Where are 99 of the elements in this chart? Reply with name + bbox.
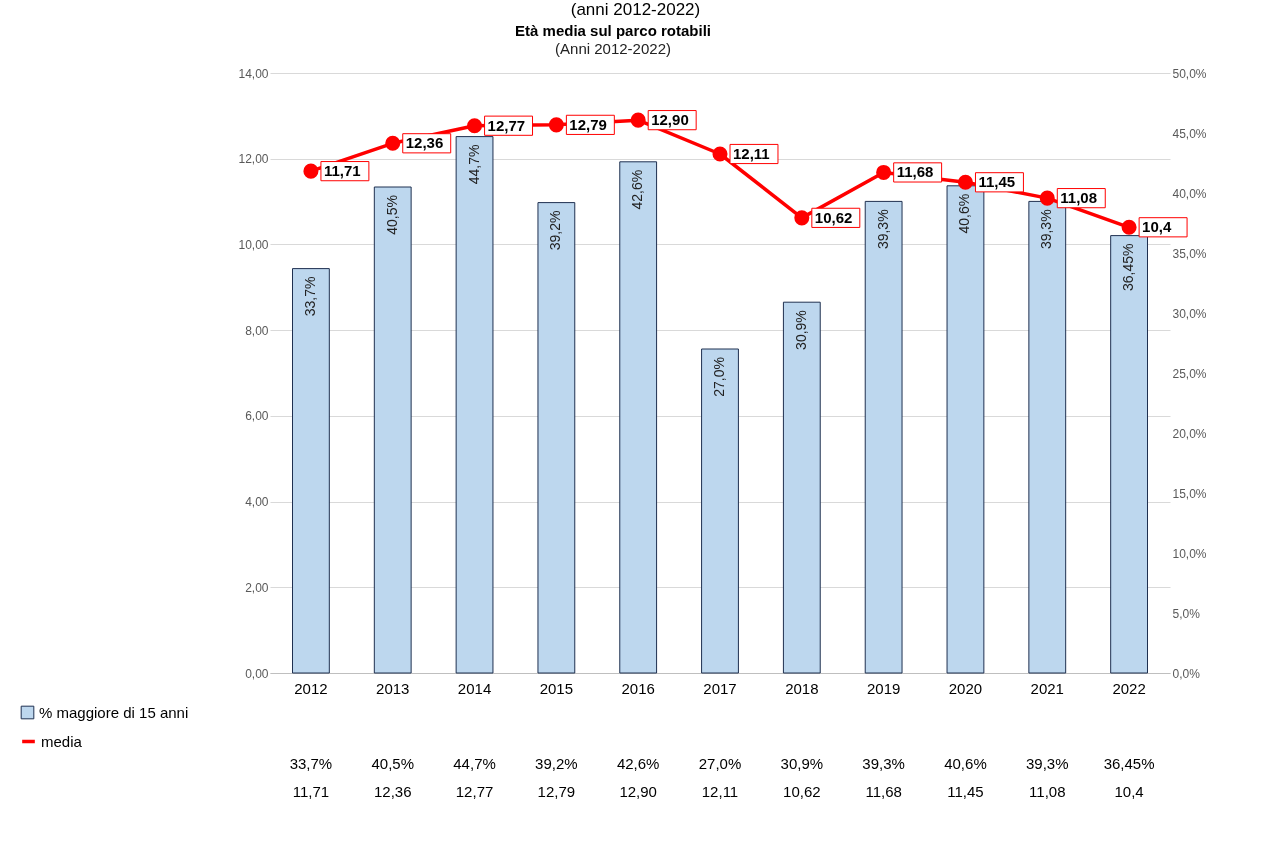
text: 12,36 (405, 134, 444, 152)
bar (373, 186, 412, 674)
text: 39,3% (874, 209, 891, 250)
data-label: 44,7% (453, 755, 496, 772)
text: 11,45 (978, 173, 1016, 191)
y2-tick-label: 25,0% (1172, 366, 1207, 381)
data-label: 12,77 (455, 783, 494, 800)
x-tick-label: 2019 (866, 679, 901, 697)
point (1121, 219, 1137, 235)
x-tick-label: 2016 (621, 679, 655, 697)
text: (anni 2012-2022) (569, 0, 702, 20)
x-tick-label: 2017 (703, 679, 737, 697)
data-label: 10,62 (783, 783, 821, 800)
y2-tick-label: 5,0% (1172, 606, 1201, 621)
y-tick-label: 2,00 (245, 580, 269, 595)
text: 40,6% (956, 193, 973, 234)
text: 40,5% (383, 195, 400, 235)
data-label: 42,6% (616, 755, 660, 772)
data-label: 12,90 (619, 783, 657, 800)
legend-label: media (41, 732, 83, 750)
point (957, 174, 973, 190)
data-label: 36,45% (1103, 755, 1155, 772)
data-label: 39,3% (862, 755, 905, 772)
text: 44,7% (465, 144, 482, 185)
y-tick-label: 0,00 (245, 666, 269, 681)
y-tick-label: 8,00 (245, 323, 269, 338)
y2-tick-label: 45,0% (1172, 126, 1207, 141)
data-label: 30,9% (780, 755, 824, 772)
text: 27,0% (711, 357, 727, 397)
y2-tick-label: 10,0% (1172, 546, 1207, 561)
y2-tick-label: 50,0% (1172, 66, 1207, 81)
x-tick-label: 2014 (457, 679, 492, 697)
text: 12,79 (569, 115, 607, 133)
text: 39,2% (547, 210, 564, 251)
point (630, 112, 646, 128)
bar (455, 136, 494, 674)
data-label: 40,6% (944, 755, 987, 772)
y-tick-label: 6,00 (245, 409, 269, 424)
y2-tick-label: 20,0% (1172, 426, 1207, 441)
y-tick-label: 10,00 (238, 237, 269, 252)
text: 36,45% (1120, 243, 1137, 292)
bar (701, 348, 739, 674)
data-label: 11,71 (292, 783, 330, 800)
bar (1110, 235, 1148, 674)
x-tick-label: 2012 (294, 679, 328, 697)
point (876, 164, 892, 180)
data-label: 11,68 (865, 783, 902, 800)
y-tick-label: 14,00 (238, 66, 269, 81)
chart-title: Età media sul parco rotabili (515, 22, 711, 39)
point (303, 163, 319, 179)
data-label: 12,36 (373, 783, 412, 800)
text: 11,08 (1060, 189, 1097, 207)
x-tick-label: 2018 (785, 679, 819, 697)
y-tick-label: 4,00 (245, 495, 269, 510)
x-tick-label: 2020 (948, 679, 983, 697)
y2-tick-label: 30,0% (1172, 306, 1207, 321)
text: 12,11 (733, 145, 770, 162)
data-label: 27,0% (698, 755, 742, 772)
bar (864, 200, 903, 674)
data-label: 39,2% (535, 755, 578, 772)
bar (619, 161, 658, 674)
x-tick-label: 2022 (1112, 679, 1146, 697)
bar (537, 202, 576, 674)
bar (782, 301, 821, 674)
point (794, 210, 810, 226)
text: 42,6% (629, 169, 646, 210)
y2-tick-label: 15,0% (1172, 486, 1207, 501)
chart-subtitle: (Anni 2012-2022) (555, 40, 671, 57)
text: 11,68 (896, 163, 934, 181)
data-label: 11,08 (1029, 783, 1066, 800)
x-tick-label: 2015 (539, 679, 574, 697)
text: 33,7% (301, 276, 318, 317)
point (385, 135, 401, 151)
text: 10,62 (814, 208, 853, 226)
point (1039, 190, 1055, 206)
text: 10,4 (1142, 218, 1172, 236)
text: 30,9% (792, 310, 809, 350)
point (548, 117, 564, 133)
y2-tick-label: 40,0% (1172, 186, 1207, 201)
data-label: 12,79 (537, 783, 576, 800)
text: 11,71 (323, 162, 361, 180)
point (467, 118, 483, 134)
y2-tick-label: 35,0% (1172, 246, 1207, 261)
data-label: 33,7% (289, 755, 333, 772)
text: 39,3% (1038, 209, 1055, 250)
bar (292, 268, 330, 674)
data-label: 11,45 (947, 783, 984, 800)
y2-tick-label: 0,0% (1172, 666, 1201, 681)
data-label: 10,4 (1114, 783, 1144, 800)
text: 12,90 (651, 111, 689, 129)
data-label: 12,11 (701, 783, 739, 800)
x-tick-label: 2021 (1030, 679, 1064, 697)
legend-label: % maggiore di 15 anni (39, 703, 189, 721)
text: 12,77 (487, 116, 526, 134)
data-label: 40,5% (371, 755, 414, 772)
x-tick-label: 2013 (376, 679, 410, 697)
y-tick-label: 12,00 (238, 152, 269, 167)
point (712, 146, 728, 162)
data-label: 39,3% (1026, 755, 1069, 772)
